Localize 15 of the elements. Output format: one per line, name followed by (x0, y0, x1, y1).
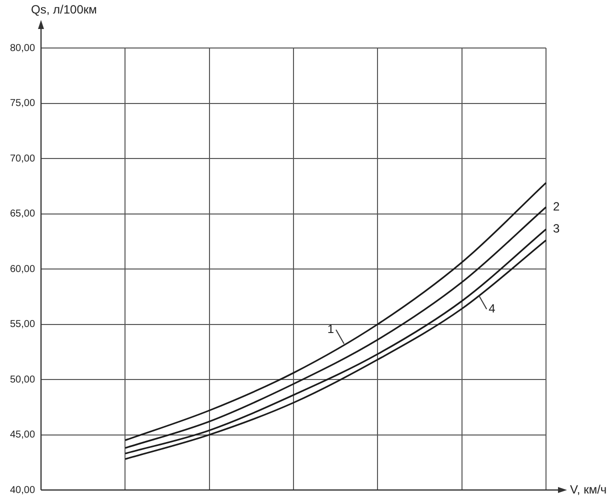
x-axis-title: V, км/ч (570, 482, 607, 496)
y-tick-label: 80,00 (10, 42, 36, 54)
y-tick-label: 50,00 (10, 374, 36, 386)
series-label: 2 (553, 199, 560, 214)
y-tick-label: 75,00 (10, 98, 36, 109)
y-tick-label: 65,00 (10, 208, 36, 220)
y-axis-title: Qs, л/100км (31, 2, 97, 16)
y-tick-label: 70,00 (10, 153, 36, 164)
y-tick-label: 40,00 (10, 484, 36, 496)
series-label: 3 (553, 222, 560, 236)
y-tick-label: 60,00 (10, 264, 36, 275)
y-tick-label: 45,00 (10, 430, 36, 440)
series-label: 1 (327, 322, 334, 336)
series-label: 4 (488, 301, 496, 316)
y-tick-label: 55,00 (10, 319, 36, 330)
